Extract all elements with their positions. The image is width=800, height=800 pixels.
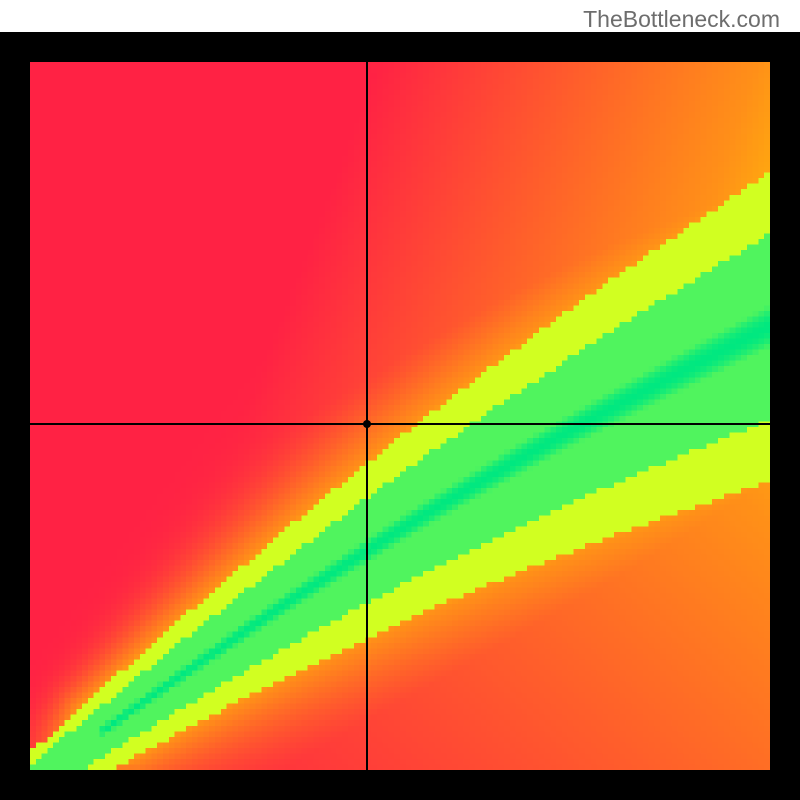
chart-container: TheBottleneck.com xyxy=(0,0,800,800)
crosshair-dot xyxy=(363,420,371,428)
crosshair-horizontal xyxy=(30,423,770,425)
heatmap-plot-area xyxy=(30,62,770,770)
heatmap-canvas xyxy=(30,62,770,770)
crosshair-vertical xyxy=(366,62,368,770)
watermark-text: TheBottleneck.com xyxy=(583,6,780,33)
